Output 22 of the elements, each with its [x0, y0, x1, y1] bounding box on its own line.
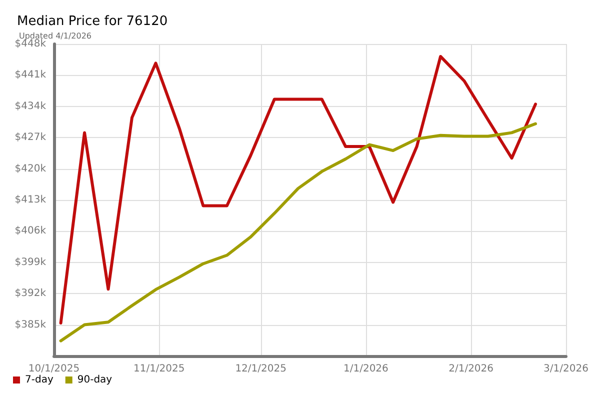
- y-tick-label: $420k: [14, 163, 46, 174]
- x-tick-label: 1/1/2026: [343, 364, 388, 374]
- y-tick-label: $385k: [14, 319, 46, 330]
- x-tick-label: 11/1/2025: [133, 364, 185, 374]
- y-tick-label: $441k: [14, 70, 46, 81]
- x-tick-label: 3/1/2026: [544, 364, 588, 374]
- line-series: [59, 122, 537, 342]
- x-tick-label: 12/1/2025: [235, 364, 286, 374]
- legend-label: 90-day: [77, 374, 112, 386]
- legend-label: 7-day: [25, 374, 54, 386]
- x-tick-label: 2/1/2026: [448, 364, 494, 374]
- y-tick-label: $406k: [14, 226, 46, 237]
- line-series: [59, 54, 537, 325]
- chart-subtitle: Updated 4/1/2026: [19, 32, 92, 40]
- y-tick-label: $413k: [14, 194, 46, 206]
- y-tick-label: $399k: [14, 256, 46, 268]
- y-tick-label: $434k: [14, 100, 46, 112]
- y-tick-label: $427k: [14, 132, 46, 144]
- y-tick-label: $448k: [14, 38, 46, 50]
- y-tick-label: $392k: [14, 288, 46, 300]
- chart-title: Median Price for 76120: [17, 14, 168, 29]
- x-tick-label: 10/1/2025: [28, 364, 80, 374]
